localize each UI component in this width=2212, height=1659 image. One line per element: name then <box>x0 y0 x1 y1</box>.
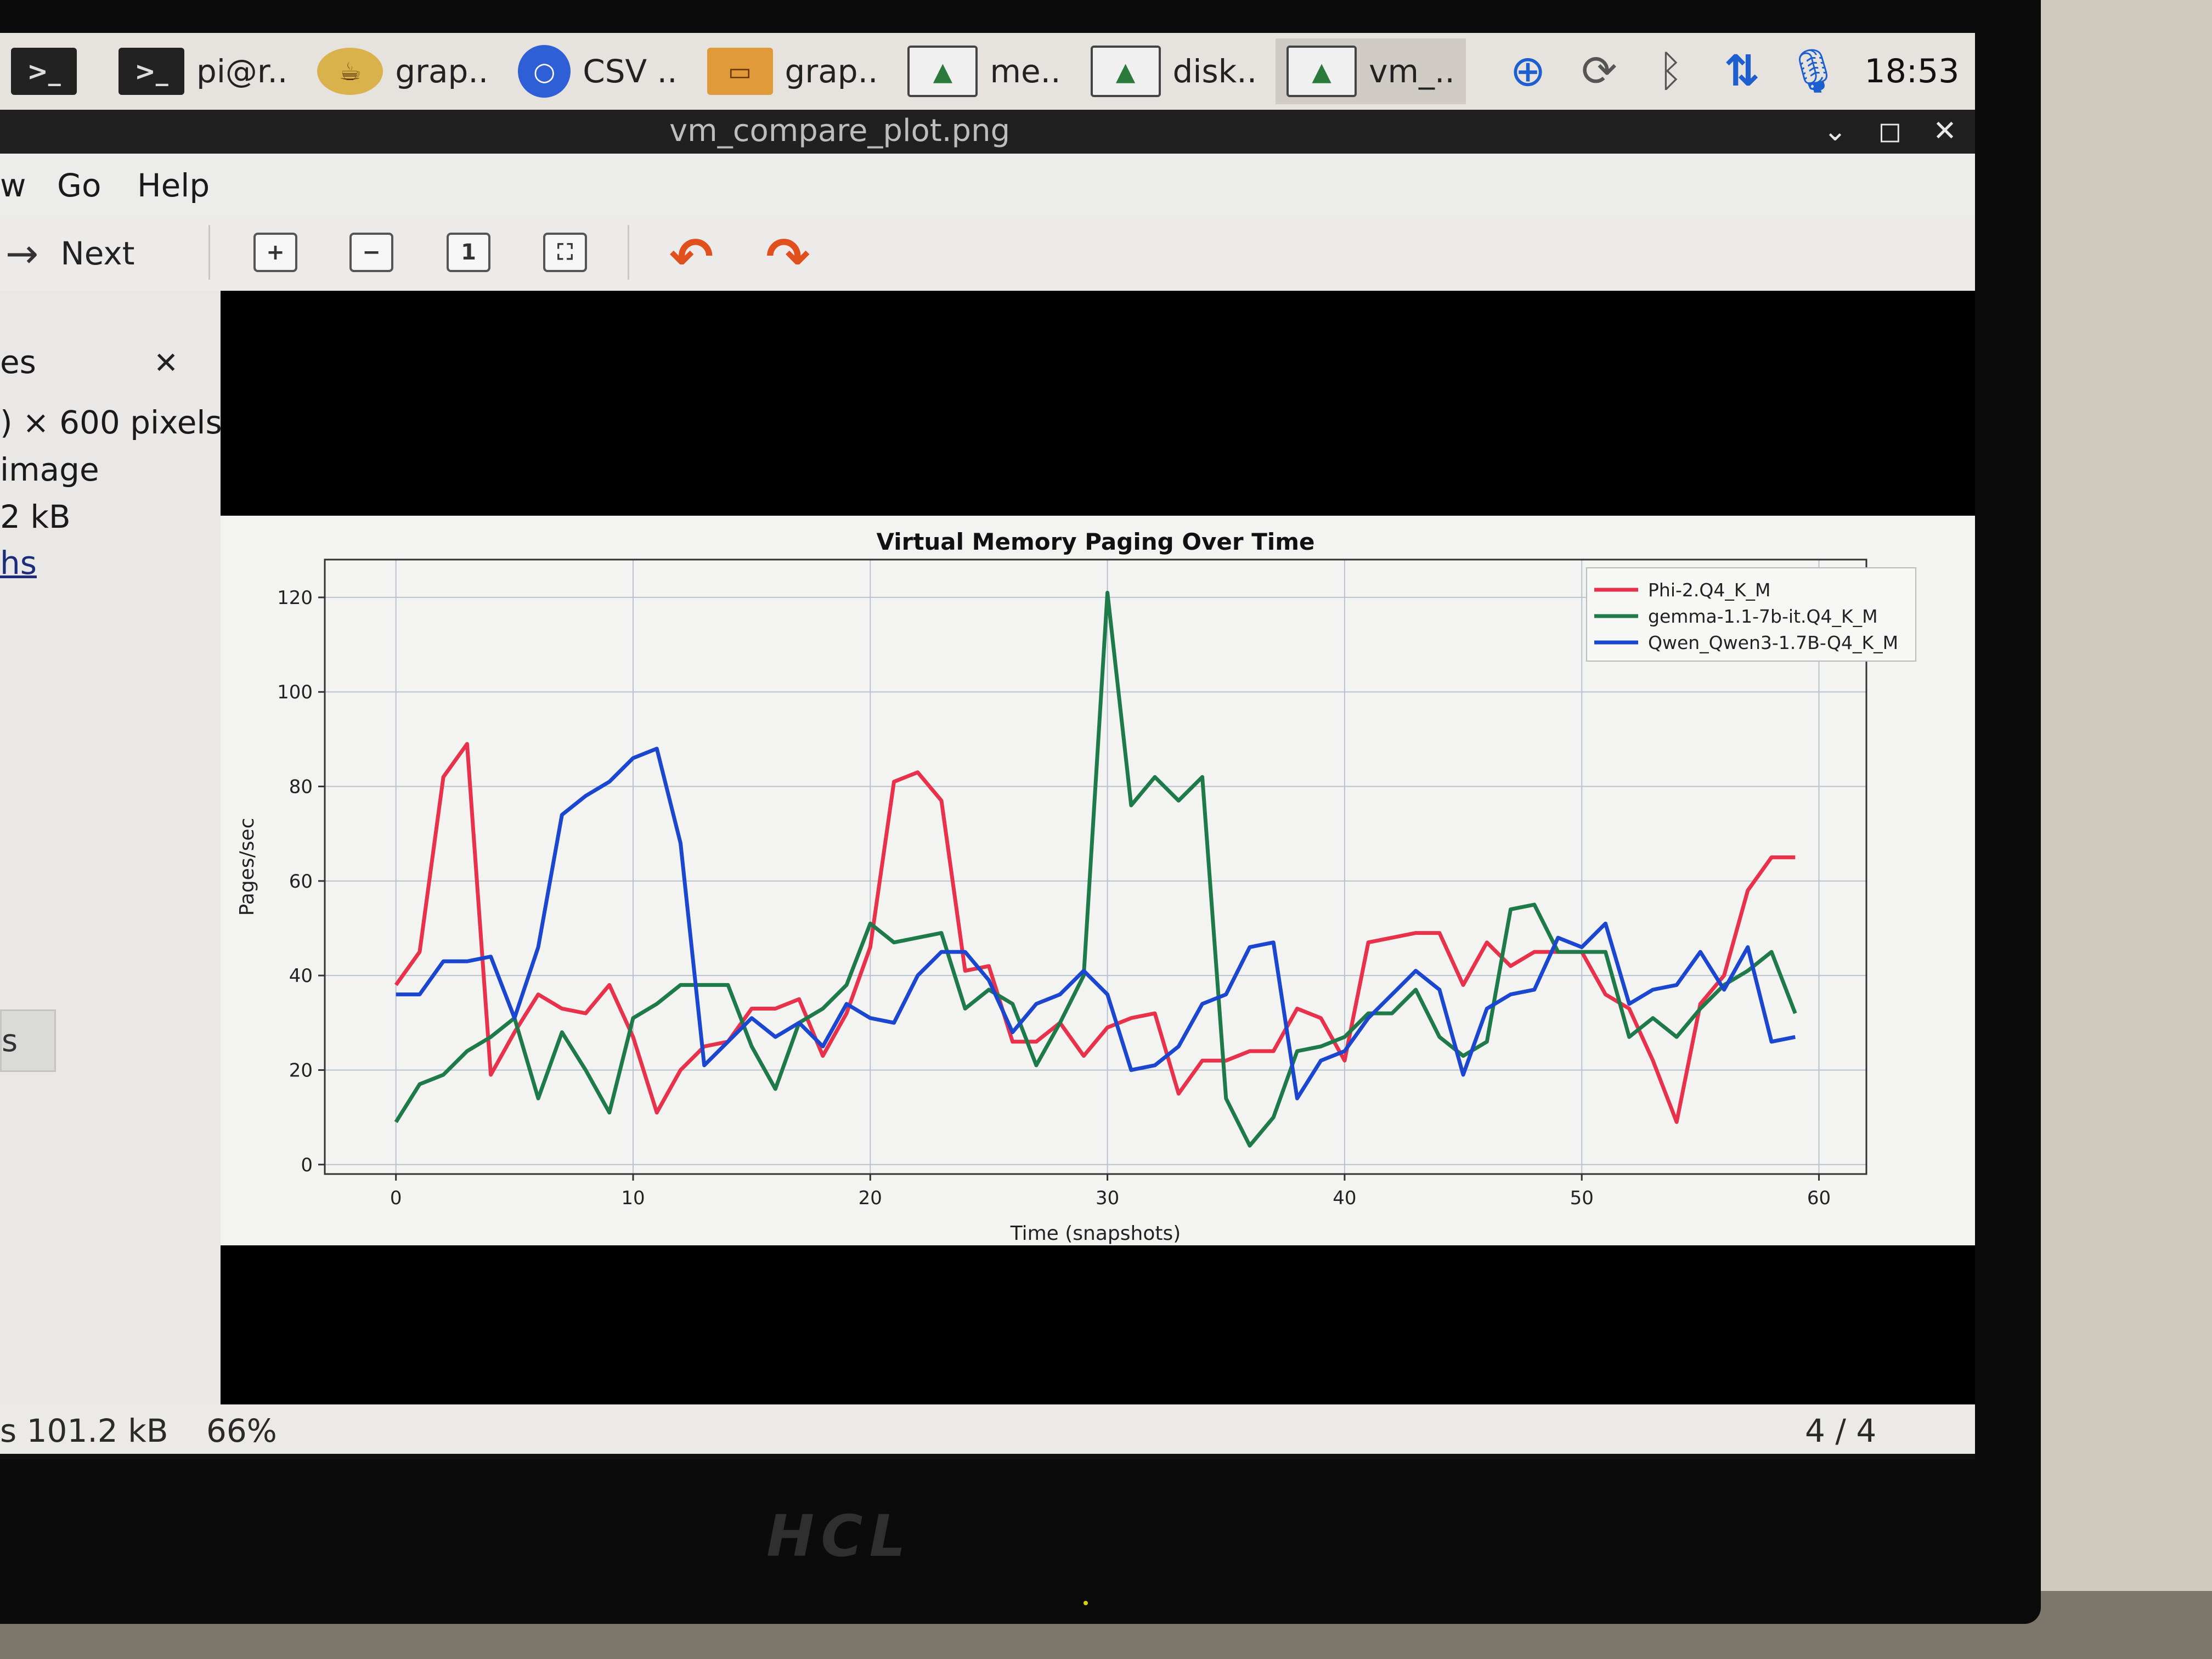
next-label: Next <box>60 235 135 272</box>
status-filesize: s 101.2 kB <box>0 1412 168 1449</box>
menu-view[interactable]: w <box>0 167 26 204</box>
legend-box <box>1586 567 1916 662</box>
zoom-original-icon[interactable]: 1 <box>447 233 490 272</box>
x-tick-label: 0 <box>390 1187 402 1209</box>
legend-entry: Qwen_Qwen3-1.7B-Q4_K_M <box>1648 632 1898 653</box>
task-image-disk[interactable]: ▲ disk.. <box>1080 38 1268 104</box>
x-tick-label: 20 <box>859 1187 882 1209</box>
zoom-fit-icon[interactable]: ⛶ <box>543 233 587 272</box>
image-viewer[interactable]: 0 10 20 30 40 50 60 0 20 40 60 80 100 120 Virtual Memo… <box>221 291 1975 1448</box>
rotate-left-icon[interactable]: ↶ <box>669 226 714 287</box>
next-button[interactable]: → Next <box>5 230 134 276</box>
task-teapot[interactable]: ☕ grap.. <box>306 38 499 104</box>
monitor-bezel: >_ >_ pi@r.. ☕ grap.. ○ CSV .. ▭ grap.. … <box>0 0 2041 1624</box>
power-led <box>1084 1601 1088 1605</box>
taskbar: >_ >_ pi@r.. ☕ grap.. ○ CSV .. ▭ grap.. … <box>0 33 1975 110</box>
task-label: disk.. <box>1172 53 1257 90</box>
zoom-in-icon[interactable]: + <box>253 233 297 272</box>
picture-icon: ▲ <box>1286 46 1357 97</box>
series-line-2 <box>396 747 1796 1101</box>
x-tick-label: 10 <box>621 1187 645 1209</box>
x-tick-label: 60 <box>1807 1187 1831 1209</box>
task-label: vm_.. <box>1369 53 1455 90</box>
bluetooth-icon[interactable]: ᛒ <box>1657 47 1684 96</box>
x-tick-label: 40 <box>1333 1187 1356 1209</box>
window-title: vm_compare_plot.png <box>669 113 1011 149</box>
menu-go[interactable]: Go <box>57 167 101 204</box>
circle-icon: ○ <box>518 45 571 98</box>
image-type: image <box>0 451 99 488</box>
task-terminal-1[interactable]: >_ <box>0 38 100 104</box>
terminal-icon: >_ <box>11 48 77 95</box>
statusbar: s 101.2 kB 66% 4 / 4 <box>0 1404 1975 1454</box>
status-page: 4 / 4 <box>1805 1412 1877 1449</box>
menubar: w Go Help <box>0 154 1975 214</box>
rotate-right-icon[interactable]: ↷ <box>766 226 810 287</box>
picture-icon: ▲ <box>907 46 978 97</box>
monitor-brand-logo: HCL <box>766 1503 912 1570</box>
legend-entry: gemma-1.1-7b-it.Q4_K_M <box>1648 606 1878 627</box>
close-icon[interactable]: ✕ <box>1933 115 1957 148</box>
y-tick-label: 60 <box>289 871 313 893</box>
task-label: grap.. <box>785 53 878 90</box>
minimize-icon[interactable]: ⌄ <box>1823 115 1847 148</box>
series-line-1 <box>394 590 1797 1148</box>
microphone-icon[interactable]: 🎙 <box>1786 46 1841 96</box>
task-image-me[interactable]: ▲ me.. <box>896 38 1071 104</box>
arrow-right-icon: → <box>5 230 39 276</box>
x-axis-label: Time (snapshots) <box>1010 1222 1181 1245</box>
task-label: CSV .. <box>583 53 678 90</box>
terminal-icon: >_ <box>119 48 184 95</box>
legend-entry: Phi-2.Q4_K_M <box>1648 579 1770 601</box>
picture-icon: ▲ <box>1090 46 1161 97</box>
status-zoom: 66% <box>206 1412 277 1449</box>
image-filesize: 2 kB <box>0 498 71 535</box>
y-tick-label: 0 <box>301 1154 313 1176</box>
panel-header: es <box>0 343 36 381</box>
window-titlebar: vm_compare_plot.png ⌄ ◻ ✕ <box>0 110 1975 154</box>
zoom-out-icon[interactable]: − <box>349 233 393 272</box>
teapot-icon: ☕ <box>317 48 383 95</box>
system-tray: ⊕ ⟳ ᛒ ⇅ 🎙 18:53 <box>1492 33 1975 110</box>
y-axis-label: Pages/sec <box>236 818 258 916</box>
y-tick-label: 100 <box>277 681 313 703</box>
task-label: me.. <box>990 53 1061 90</box>
task-csv[interactable]: ○ CSV .. <box>507 38 688 104</box>
chart-title: Virtual Memory Paging Over Time <box>876 528 1314 555</box>
x-tick-label: 30 <box>1096 1187 1119 1209</box>
clock[interactable]: 18:53 <box>1864 52 1960 91</box>
sync-icon[interactable]: ⟳ <box>1581 47 1617 96</box>
y-tick-label: 80 <box>289 776 313 798</box>
menu-help[interactable]: Help <box>137 167 210 204</box>
toolbar: → Next + − 1 ⛶ ↶ ↷ <box>0 214 1975 291</box>
image-dimensions: ) × 600 pixels <box>0 404 222 441</box>
folder-icon: ▭ <box>707 48 773 95</box>
download-icon[interactable]: ⊕ <box>1510 47 1546 96</box>
task-label: pi@r.. <box>196 53 288 90</box>
y-tick-label: 120 <box>277 587 313 609</box>
panel-button-label: s <box>2 1023 18 1059</box>
y-tick-label: 40 <box>289 965 313 987</box>
toolbar-separator <box>208 225 210 280</box>
plot-frame <box>324 558 1867 1175</box>
panel-button[interactable]: s <box>0 1009 56 1072</box>
task-image-vm[interactable]: ▲ vm_.. <box>1276 38 1466 104</box>
maximize-icon[interactable]: ◻ <box>1878 115 1902 148</box>
line-chart: 0 10 20 30 40 50 60 0 20 40 60 80 100 120 Virtual Memo… <box>236 528 1916 1245</box>
task-terminal-2[interactable]: >_ pi@r.. <box>108 38 298 104</box>
network-icon[interactable]: ⇅ <box>1724 47 1760 96</box>
toolbar-separator <box>628 225 629 280</box>
panel-link[interactable]: hs <box>0 544 37 582</box>
screen: >_ >_ pi@r.. ☕ grap.. ○ CSV .. ▭ grap.. … <box>0 33 1975 1459</box>
properties-panel: es ✕ ) × 600 pixels image 2 kB hs s <box>0 291 222 1448</box>
task-label: grap.. <box>395 53 489 90</box>
plot-image: 0 10 20 30 40 50 60 0 20 40 60 80 100 120 Virtual Memo… <box>221 516 1975 1245</box>
task-folder[interactable]: ▭ grap.. <box>696 38 889 104</box>
x-tick-label: 50 <box>1570 1187 1594 1209</box>
panel-close-icon[interactable]: ✕ <box>154 346 179 380</box>
y-tick-label: 20 <box>289 1059 313 1081</box>
